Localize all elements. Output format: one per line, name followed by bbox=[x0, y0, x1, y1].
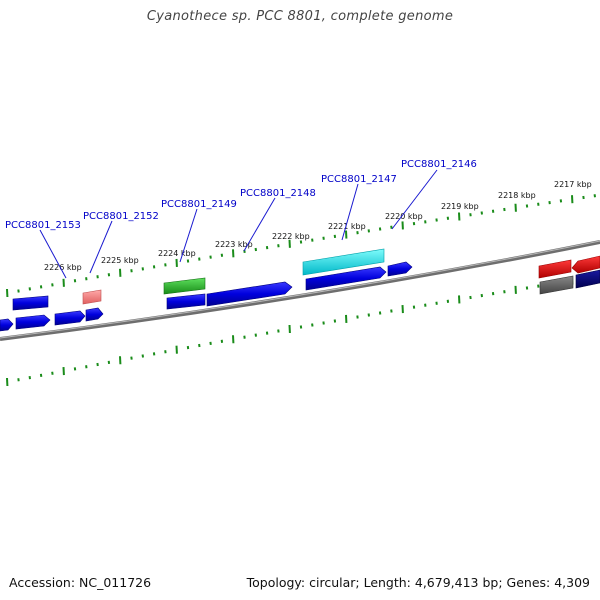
gene-2152-pink[interactable] bbox=[82, 289, 102, 305]
gene-label-2147[interactable]: PCC8801_2147 bbox=[321, 174, 397, 185]
gene-gray-right[interactable] bbox=[539, 275, 574, 295]
gene-2148-blue[interactable] bbox=[206, 281, 293, 307]
gene-blue-b[interactable] bbox=[166, 293, 206, 310]
scale-label-2218: 2218 kbp bbox=[498, 191, 536, 200]
scale-label-2223: 2223 kbp bbox=[215, 240, 253, 249]
gene-2149-green[interactable] bbox=[163, 277, 206, 295]
backbone-highlight bbox=[0, 240, 600, 339]
outer-scale-ticks bbox=[6, 194, 596, 298]
gene-blue-d[interactable] bbox=[0, 318, 14, 332]
genome-summary-text: Topology: circular; Length: 4,679,413 bp… bbox=[246, 575, 590, 590]
scale-label-2217: 2217 kbp bbox=[554, 180, 592, 189]
gene-blue-f[interactable] bbox=[54, 310, 86, 326]
leader-2148 bbox=[243, 197, 276, 252]
leader-2149 bbox=[179, 208, 198, 263]
leader-2153 bbox=[39, 229, 67, 279]
leader-2152 bbox=[89, 220, 113, 274]
genome-backbone bbox=[0, 240, 600, 341]
gene-label-2146[interactable]: PCC8801_2146 bbox=[401, 159, 477, 170]
gene-2146-blue[interactable] bbox=[387, 261, 413, 277]
accession-text: Accession: NC_011726 bbox=[9, 575, 152, 590]
inner-scale-ticks bbox=[6, 275, 596, 387]
scale-label-2221: 2221 kbp bbox=[328, 222, 366, 231]
gene-blue-c[interactable] bbox=[305, 266, 387, 291]
scale-label-2219: 2219 kbp bbox=[441, 202, 479, 211]
scale-label-2222: 2222 kbp bbox=[272, 232, 310, 241]
scale-label-2226: 2226 kbp bbox=[44, 263, 82, 272]
gene-blue-a[interactable] bbox=[12, 295, 49, 311]
gene-blue-g[interactable] bbox=[85, 307, 104, 322]
gene-label-2153[interactable]: PCC8801_2153 bbox=[5, 220, 81, 231]
gene-label-2149[interactable]: PCC8801_2149 bbox=[161, 199, 237, 210]
gene-red-right-2[interactable] bbox=[571, 255, 600, 274]
gene-blue-e[interactable] bbox=[15, 314, 51, 330]
scale-label-2220: 2220 kbp bbox=[385, 212, 423, 221]
scale-label-2224: 2224 kbp bbox=[158, 249, 196, 258]
gene-navy-right[interactable] bbox=[575, 269, 600, 289]
gene-2147-cyan[interactable] bbox=[302, 248, 385, 276]
gene-label-2148[interactable]: PCC8801_2148 bbox=[240, 188, 316, 199]
leader-2146 bbox=[391, 169, 438, 230]
scale-label-2225: 2225 kbp bbox=[101, 256, 139, 265]
map-title: Cyanothece sp. PCC 8801, complete genome bbox=[146, 9, 454, 24]
leader-2147 bbox=[341, 183, 359, 241]
gene-label-2152[interactable]: PCC8801_2152 bbox=[83, 211, 159, 222]
gene-red-right-1[interactable] bbox=[538, 259, 572, 279]
